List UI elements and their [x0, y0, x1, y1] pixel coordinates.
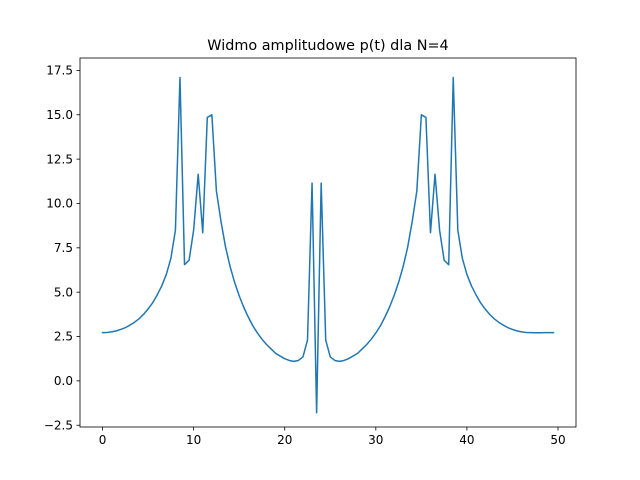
x-tick-label: 10 — [186, 433, 201, 447]
x-tick-label: 30 — [368, 433, 383, 447]
x-tick-label: 20 — [277, 433, 292, 447]
y-tick-label: 2.5 — [54, 330, 73, 344]
x-tick-label: 40 — [459, 433, 474, 447]
y-tick-label: 12.5 — [46, 152, 73, 166]
y-tick-label: 7.5 — [54, 241, 73, 255]
plot-area: 0 10 20 30 40 50 −2.5 0.0 2.5 5.0 7.5 10.0 12.5 15.0 1… — [44, 57, 577, 447]
series-line-0 — [101, 76, 555, 414]
y-tick-label: 10.0 — [46, 197, 73, 211]
y-tick-label: 5.0 — [54, 285, 73, 299]
y-tick-label: −2.5 — [44, 418, 73, 432]
chart-title: Widmo amplitudowe p(t) dla N=4 — [207, 38, 448, 54]
y-tick-label: 0.0 — [54, 374, 73, 388]
x-tick-label: 50 — [550, 433, 565, 447]
axes-frame — [79, 57, 577, 428]
x-tick-label: 0 — [99, 433, 107, 447]
y-tick-label: 15.0 — [46, 108, 73, 122]
y-tick-label: 17.5 — [46, 64, 73, 78]
